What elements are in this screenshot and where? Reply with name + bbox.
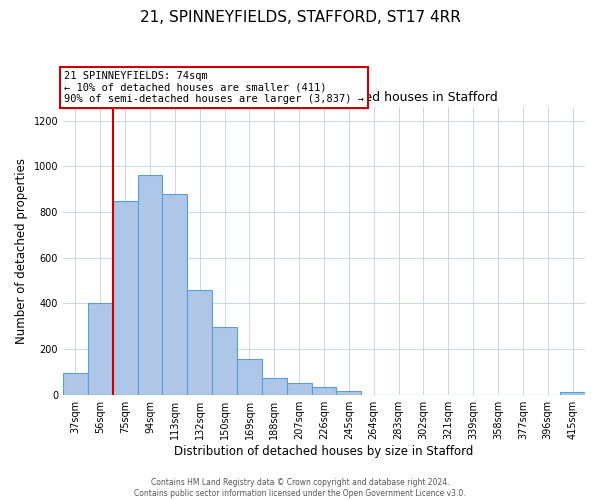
X-axis label: Distribution of detached houses by size in Stafford: Distribution of detached houses by size …	[175, 444, 474, 458]
Text: Contains HM Land Registry data © Crown copyright and database right 2024.
Contai: Contains HM Land Registry data © Crown c…	[134, 478, 466, 498]
Bar	[262, 378, 287, 394]
Bar	[88, 304, 113, 394]
Text: 21 SPINNEYFIELDS: 74sqm
← 10% of detached houses are smaller (411)
90% of semi-d: 21 SPINNEYFIELDS: 74sqm ← 10% of detache…	[64, 71, 364, 104]
Bar	[113, 201, 137, 394]
Bar	[287, 383, 311, 394]
Bar	[63, 373, 88, 394]
Bar	[237, 359, 262, 394]
Title: Size of property relative to detached houses in Stafford: Size of property relative to detached ho…	[150, 92, 498, 104]
Bar	[163, 194, 187, 394]
Bar	[137, 175, 163, 394]
Bar	[337, 392, 361, 394]
Bar	[560, 392, 585, 394]
Text: 21, SPINNEYFIELDS, STAFFORD, ST17 4RR: 21, SPINNEYFIELDS, STAFFORD, ST17 4RR	[140, 10, 460, 25]
Bar	[311, 387, 337, 394]
Bar	[187, 290, 212, 395]
Bar	[212, 327, 237, 394]
Y-axis label: Number of detached properties: Number of detached properties	[15, 158, 28, 344]
